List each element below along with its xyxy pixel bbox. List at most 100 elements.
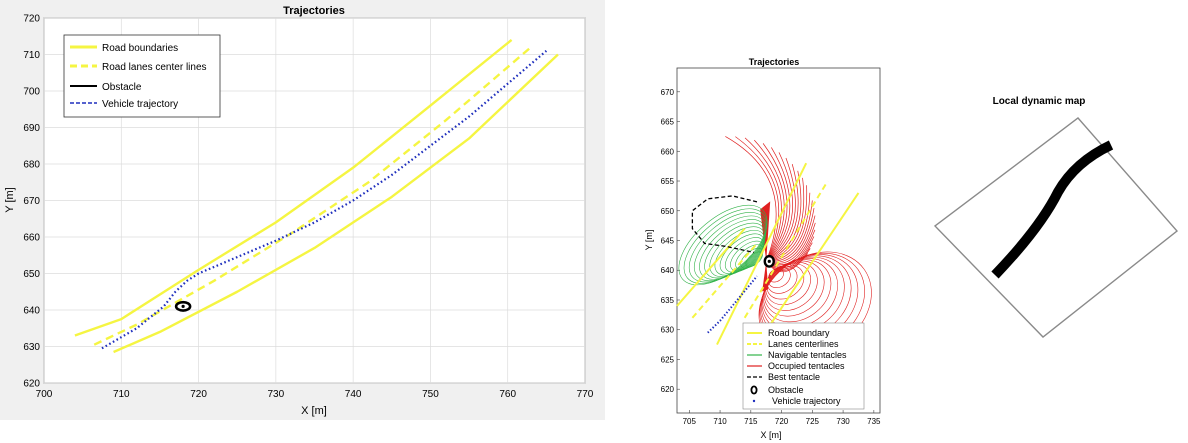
chart-1-series-1 bbox=[113, 53, 559, 354]
chart-2-y-tick-label: 650 bbox=[661, 207, 675, 216]
local-map-vehicle-marker bbox=[1067, 211, 1069, 213]
chart-2-legend-swatch-obstacle bbox=[750, 385, 758, 395]
occupied-tentacle bbox=[765, 152, 794, 262]
chart-1-y-tick-label: 640 bbox=[23, 306, 40, 317]
chart-1-y-tick-label: 720 bbox=[23, 14, 40, 25]
chart-1-x-tick-label: 720 bbox=[190, 389, 207, 400]
chart-1-obstacle-center bbox=[181, 304, 185, 308]
occupied-tentacle-loop bbox=[766, 264, 805, 300]
navigable-tentacle bbox=[683, 208, 768, 284]
chart-1-x-tick-label: 760 bbox=[499, 389, 516, 400]
chart-2-series-1 bbox=[716, 162, 808, 346]
chart-1-y-tick-label: 670 bbox=[23, 196, 40, 207]
chart-1-obstacle-marker bbox=[174, 300, 192, 312]
chart-1-series-3 bbox=[101, 50, 548, 350]
chart-1-x-tick-label: 770 bbox=[577, 389, 594, 400]
chart-2-x-tick-label: 730 bbox=[836, 417, 850, 426]
chart-1-y-tick-label: 630 bbox=[23, 342, 40, 353]
occupied-tentacle bbox=[766, 177, 805, 262]
chart-2-obstacle bbox=[763, 254, 775, 268]
occupied-tentacle-loop bbox=[764, 261, 818, 311]
chart-2-y-tick-label: 640 bbox=[661, 266, 675, 275]
navigable-tentacle bbox=[694, 215, 767, 281]
chart-1-x-tick-label: 700 bbox=[36, 389, 53, 400]
chart-2-x-tick-label: 735 bbox=[867, 417, 881, 426]
occupied-tentacle-dense bbox=[762, 261, 769, 292]
chart-2-series-2 bbox=[756, 192, 860, 346]
navigable-tentacle bbox=[709, 226, 766, 277]
occupied-tentacle-loop bbox=[766, 265, 798, 294]
chart-2-y-tick-label: 635 bbox=[661, 296, 675, 305]
navigable-tentacle bbox=[719, 233, 765, 275]
occupied-tentacle bbox=[725, 136, 777, 262]
chart-1-legend-vehicle: Vehicle trajectory bbox=[102, 99, 178, 110]
chart-2-y-tick-label: 625 bbox=[661, 355, 675, 364]
chart-2-x-tick-label: 710 bbox=[713, 417, 727, 426]
chart-2-y-tick-label: 670 bbox=[661, 88, 675, 97]
chart-2-y-tick-label: 620 bbox=[661, 385, 675, 394]
chart-3: Local dynamic map bbox=[933, 96, 1179, 338]
chart-2-obstacle-center bbox=[767, 259, 771, 263]
chart-1-y-tick-label: 620 bbox=[23, 379, 40, 390]
chart-1-y-tick-label: 660 bbox=[23, 233, 40, 244]
chart-2-y-tick-label: 665 bbox=[661, 118, 675, 127]
chart-2-y-axis-label: Y [m] bbox=[644, 230, 654, 251]
chart-2-legend-vehicle: Vehicle trajectory bbox=[772, 396, 841, 406]
chart-1: 700 710 720 730 740 750 760 770 620 630 640 650 660 6… bbox=[0, 0, 605, 420]
chart-1-x-tick-label: 740 bbox=[345, 389, 362, 400]
local-map-frame bbox=[933, 117, 1179, 338]
chart-2-x-tick-label: 705 bbox=[683, 417, 697, 426]
navigable-tentacle bbox=[704, 222, 766, 279]
chart-2-x-tick-label: 715 bbox=[744, 417, 758, 426]
chart-1-y-tick-label: 680 bbox=[23, 160, 40, 171]
chart-2-series-6 bbox=[691, 195, 758, 254]
chart-2-legend-obstacle: Obstacle bbox=[768, 385, 804, 395]
chart-2-series-0 bbox=[676, 227, 746, 307]
chart-2-y-tick-label: 660 bbox=[661, 147, 675, 156]
chart-1-obstacle bbox=[174, 300, 192, 312]
chart-2-legend: Road boundary Lanes centerlines Navigabl… bbox=[742, 322, 865, 410]
chart-1-y-tick-label: 710 bbox=[23, 50, 40, 61]
occupied-tentacle-loop bbox=[767, 267, 791, 289]
chart-2: 705 710 715 720 725 730 735 620 625 630 635 640 645 6… bbox=[644, 57, 881, 440]
chart-1-series-2 bbox=[93, 46, 532, 346]
chart-2-x-tick-label: 720 bbox=[775, 417, 789, 426]
chart-2-series-5 bbox=[707, 275, 758, 334]
local-map-road bbox=[991, 140, 1114, 279]
occupied-tentacle bbox=[744, 137, 782, 262]
occupied-tentacle bbox=[754, 139, 785, 262]
chart-1-ticks: 700 710 720 730 740 750 760 770 620 630 640 650 660 6… bbox=[23, 14, 593, 401]
chart-1-title: Trajectories bbox=[283, 5, 345, 17]
chart-2-title: Trajectories bbox=[749, 57, 800, 67]
occupied-tentacle bbox=[765, 157, 796, 262]
occupied-tentacle bbox=[766, 185, 808, 262]
occupied-tentacle bbox=[762, 143, 788, 262]
chart-2-legend-road-boundary: Road boundary bbox=[768, 328, 830, 338]
chart-1-legend-lane-center: Road lanes center lines bbox=[102, 62, 207, 73]
chart-2-series-4 bbox=[743, 180, 829, 319]
occupied-tentacle-loop bbox=[763, 260, 825, 317]
chart-1-x-tick-label: 750 bbox=[422, 389, 439, 400]
chart-1-y-tick-label: 690 bbox=[23, 123, 40, 134]
chart-1-y-axis-label: Y [m] bbox=[4, 187, 16, 212]
chart-3-title: Local dynamic map bbox=[993, 96, 1086, 107]
navigable-tentacle bbox=[688, 212, 767, 283]
chart-1-legend-obstacle: Obstacle bbox=[102, 82, 142, 93]
occupied-tentacle-loop bbox=[765, 263, 811, 306]
chart-1-legend: Road boundaries Road lanes center lines … bbox=[63, 34, 221, 118]
occupied-tentacle bbox=[766, 170, 802, 262]
occupied-tentacle bbox=[765, 147, 791, 262]
chart-1-x-axis-label: X [m] bbox=[301, 405, 327, 417]
occupied-tentacle bbox=[735, 136, 779, 262]
navigable-tentacle bbox=[699, 219, 766, 280]
occupied-tentacle-loop bbox=[763, 259, 832, 323]
chart-2-x-tick-label: 725 bbox=[806, 417, 820, 426]
chart-1-x-tick-label: 710 bbox=[113, 389, 130, 400]
navigable-tentacle bbox=[714, 230, 765, 276]
chart-2-legend-occupied: Occupied tentacles bbox=[768, 361, 845, 371]
chart-1-legend-road-boundaries: Road boundaries bbox=[102, 43, 178, 54]
chart-2-x-axis-label: X [m] bbox=[760, 430, 781, 440]
chart-2-series-3 bbox=[691, 242, 758, 319]
chart-1-series bbox=[74, 38, 559, 354]
